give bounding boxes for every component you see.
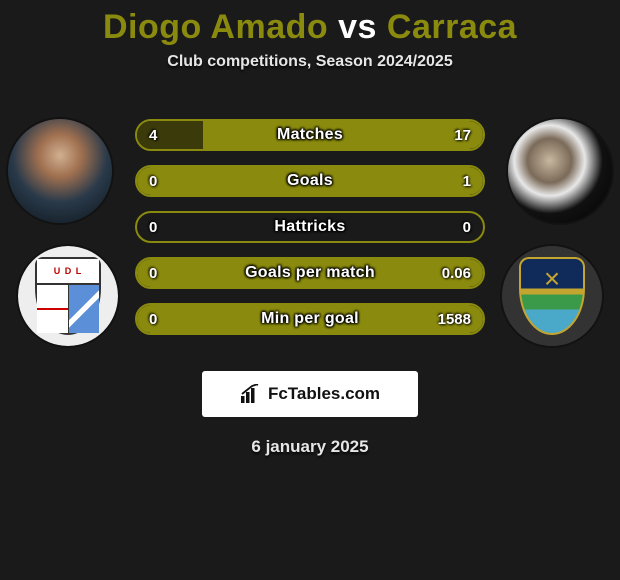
stat-value-right: 1588 (438, 311, 471, 328)
subtitle: Club competitions, Season 2024/2025 (0, 53, 620, 101)
brand-box: FcTables.com (202, 371, 418, 417)
chart-icon (240, 384, 262, 404)
stat-label: Hattricks (274, 218, 345, 236)
stat-row: 0 Goals per match 0.06 (135, 257, 485, 289)
crest-gdc (519, 257, 585, 335)
page-title: Diogo Amado vs Carraca (0, 0, 620, 53)
stat-row: 4 Matches 17 (135, 119, 485, 151)
stat-value-right: 0.06 (442, 265, 471, 282)
stat-fill-left (137, 121, 203, 149)
stat-value-left: 0 (149, 173, 157, 190)
player2-club-crest (502, 246, 602, 346)
stat-value-right: 17 (454, 127, 471, 144)
stat-value-left: 0 (149, 265, 157, 282)
comparison-content: U D L 4 Matches 17 0 Goals 1 0 Hattricks 0 0 Goals… (0, 101, 620, 361)
stat-label: Goals (287, 172, 333, 190)
stat-value-right: 1 (463, 173, 471, 190)
player2-avatar (508, 119, 612, 223)
stat-value-left: 0 (149, 311, 157, 328)
stat-rows: 4 Matches 17 0 Goals 1 0 Hattricks 0 0 Goals per m… (135, 119, 485, 349)
crest-udl: U D L (35, 257, 101, 335)
player1-name: Diogo Amado (103, 8, 328, 46)
vs-separator: vs (338, 8, 377, 46)
stat-label: Min per goal (261, 310, 359, 328)
stat-row: 0 Min per goal 1588 (135, 303, 485, 335)
player1-avatar (8, 119, 112, 223)
stat-row: 0 Hattricks 0 (135, 211, 485, 243)
stat-value-left: 4 (149, 127, 157, 144)
stat-value-left: 0 (149, 219, 157, 236)
brand-text: FcTables.com (268, 384, 380, 404)
player1-club-crest: U D L (18, 246, 118, 346)
player2-name: Carraca (387, 8, 517, 46)
crest-udl-label: U D L (37, 259, 99, 285)
stat-value-right: 0 (463, 219, 471, 236)
date-line: 6 january 2025 (0, 417, 620, 457)
stat-label: Matches (277, 126, 343, 144)
stat-row: 0 Goals 1 (135, 165, 485, 197)
stat-label: Goals per match (245, 264, 375, 282)
